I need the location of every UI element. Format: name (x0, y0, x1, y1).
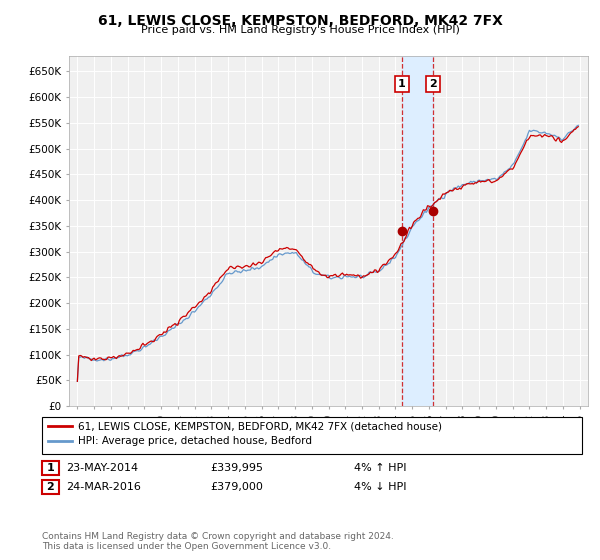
Text: HPI: Average price, detached house, Bedford: HPI: Average price, detached house, Bedf… (78, 436, 312, 446)
Text: 24-MAR-2016: 24-MAR-2016 (66, 482, 141, 492)
Text: Price paid vs. HM Land Registry's House Price Index (HPI): Price paid vs. HM Land Registry's House … (140, 25, 460, 35)
Text: 4% ↓ HPI: 4% ↓ HPI (354, 482, 407, 492)
Text: 2: 2 (47, 482, 54, 492)
Text: Contains HM Land Registry data © Crown copyright and database right 2024.
This d: Contains HM Land Registry data © Crown c… (42, 532, 394, 552)
Text: 61, LEWIS CLOSE, KEMPSTON, BEDFORD, MK42 7FX: 61, LEWIS CLOSE, KEMPSTON, BEDFORD, MK42… (98, 14, 502, 28)
Text: £379,000: £379,000 (210, 482, 263, 492)
Text: 2: 2 (429, 79, 437, 89)
Text: 1: 1 (47, 463, 54, 473)
Text: 61, LEWIS CLOSE, KEMPSTON, BEDFORD, MK42 7FX (detached house): 61, LEWIS CLOSE, KEMPSTON, BEDFORD, MK42… (78, 421, 442, 431)
Bar (402, 56, 433, 406)
Text: 1: 1 (398, 79, 406, 89)
Text: 23-MAY-2014: 23-MAY-2014 (66, 463, 138, 473)
Text: 4% ↑ HPI: 4% ↑ HPI (354, 463, 407, 473)
Text: £339,995: £339,995 (210, 463, 263, 473)
